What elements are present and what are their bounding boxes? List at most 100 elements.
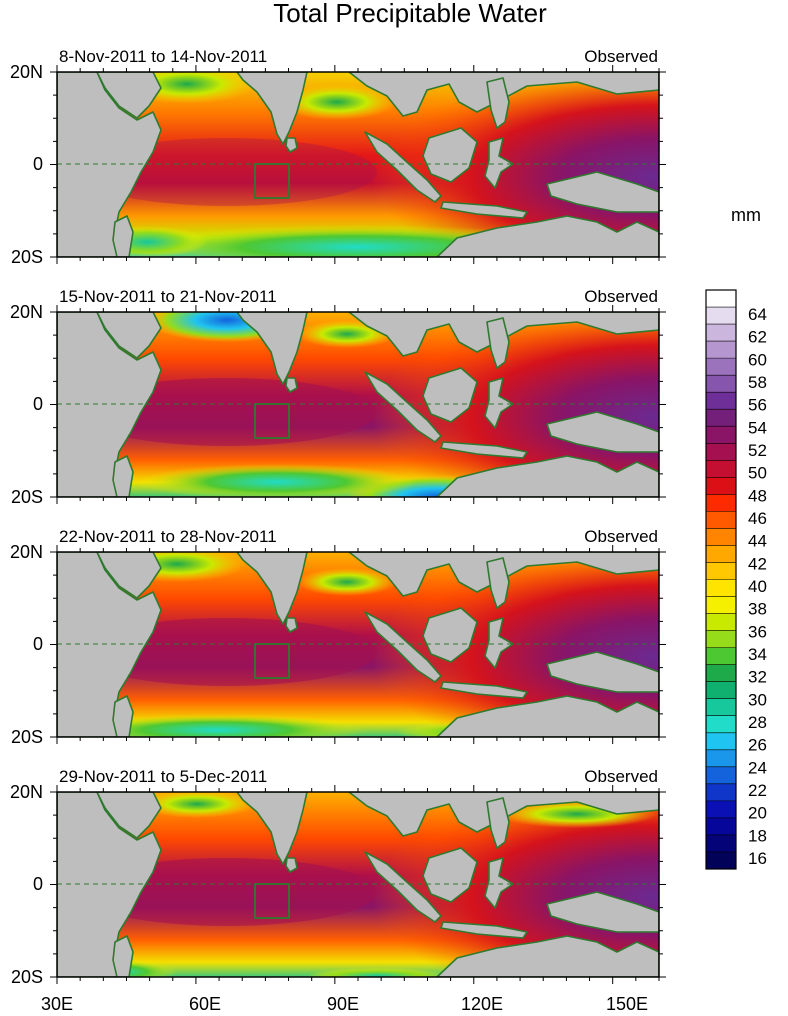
colorbar-label: 28 <box>748 713 767 732</box>
colorbar-label: 24 <box>748 758 767 777</box>
colorbar-swatch <box>706 800 736 819</box>
colorbar-label: 34 <box>748 645 767 664</box>
land-mass <box>422 127 478 183</box>
colorbar: 64 62 60 58 56 54 52 50 48 46 44 42 40 38 36 34 32 30 28 26… <box>705 289 767 870</box>
land-mass <box>236 552 308 625</box>
map-field <box>57 72 659 257</box>
colorbar-swatch <box>706 783 736 802</box>
colorbar-swatch <box>706 579 736 597</box>
land-mass <box>486 77 510 129</box>
colorbar-swatch <box>706 630 736 649</box>
colorbar-swatch <box>706 664 736 683</box>
lat-label: 0 <box>33 394 43 414</box>
region-box <box>254 883 290 919</box>
lat-label: 20N <box>10 302 43 322</box>
land-mass <box>112 695 134 737</box>
colorbar-label: 30 <box>748 690 767 709</box>
colorbar-label: 18 <box>748 826 767 845</box>
colorbar-swatch <box>706 528 736 546</box>
lon-label-150e: 150E <box>606 994 648 1014</box>
land-mass <box>440 201 528 219</box>
dry-region <box>297 568 397 596</box>
land-mass <box>422 607 478 663</box>
land-mass <box>422 847 478 903</box>
land-mass <box>436 215 659 257</box>
colorbar-swatch <box>706 375 736 393</box>
panel-tag: Observed <box>584 47 658 66</box>
colorbar-swatch <box>706 341 736 359</box>
lat-label: 20N <box>10 782 43 802</box>
land-mass <box>112 935 134 977</box>
panel-period: 15-Nov-2011 to 21-Nov-2011 <box>59 287 277 306</box>
panel-period: 22-Nov-2011 to 28-Nov-2011 <box>59 527 277 546</box>
figure-title: Total Precipitable Water <box>273 0 547 28</box>
colorbar-label: 20 <box>748 804 767 823</box>
colorbar-swatch <box>706 324 736 342</box>
lat-label: 0 <box>33 634 43 654</box>
map-field <box>57 552 659 737</box>
colorbar-label: 56 <box>748 396 767 415</box>
map-panel: 29-Nov-2011 to 5-Dec-2011 Observed 20N 0 20S <box>10 767 666 987</box>
land-mass <box>285 617 298 633</box>
lon-label-30e: 30E <box>41 994 73 1014</box>
colorbar-swatch <box>706 596 736 614</box>
lon-label-120e: 120E <box>461 994 503 1014</box>
colorbar-swatch <box>706 698 736 717</box>
land-mass <box>436 695 659 737</box>
land-mass <box>96 552 162 599</box>
land-mass <box>96 312 162 359</box>
colorbar-swatch <box>706 426 736 444</box>
colorbar-swatch <box>706 647 736 666</box>
colorbar-label: 22 <box>748 781 767 800</box>
land-mass <box>285 857 298 873</box>
colorbar-label: 42 <box>748 554 767 573</box>
colorbar-label: 48 <box>748 486 767 505</box>
map-panels: 8-Nov-2011 to 14-Nov-2011 Observed 20N 0 20S… <box>10 47 666 987</box>
dry-region <box>277 84 397 120</box>
land-mass <box>546 171 659 213</box>
land-mass <box>486 557 510 609</box>
colorbar-label: 32 <box>748 668 767 687</box>
land-mass <box>364 851 442 923</box>
region-box <box>254 643 290 679</box>
land-mass <box>285 377 298 393</box>
dry-region <box>307 968 447 977</box>
land-mass <box>546 411 659 453</box>
land-mass <box>236 312 308 385</box>
land-mass <box>546 891 659 933</box>
colorbar-label: 50 <box>748 464 767 483</box>
lat-label: 20N <box>10 542 43 562</box>
colorbar-label: 26 <box>748 736 767 755</box>
dry-region <box>137 464 417 497</box>
colorbar-swatch <box>706 817 736 836</box>
colorbar-label: 52 <box>748 441 767 460</box>
panel-tag: Observed <box>584 287 658 306</box>
colorbar-swatch <box>706 477 736 495</box>
land-mass <box>96 72 162 119</box>
lat-label: 20N <box>10 62 43 82</box>
lat-label: 0 <box>33 874 43 894</box>
colorbar-swatch <box>706 562 736 580</box>
colorbar-swatch <box>706 409 736 427</box>
land-mass <box>364 371 442 443</box>
colorbar-label: 44 <box>748 532 767 551</box>
colorbar-label: 40 <box>748 577 767 596</box>
colorbar-label: 36 <box>748 622 767 641</box>
land-mass <box>112 455 134 497</box>
lat-label: 0 <box>33 154 43 174</box>
colorbar-swatch <box>706 834 736 853</box>
map-panel: 8-Nov-2011 to 14-Nov-2011 Observed 20N 0 20S <box>10 47 666 267</box>
colorbar-label: 60 <box>748 350 767 369</box>
land-mass <box>486 797 510 849</box>
colorbar-frame <box>705 289 737 870</box>
colorbar-label: 54 <box>748 418 767 437</box>
colorbar-label: 58 <box>748 373 767 392</box>
land-mass <box>440 441 528 459</box>
land-mass <box>436 455 659 497</box>
colorbar-swatch <box>706 545 736 563</box>
colorbar-swatch <box>706 443 736 461</box>
lat-label: 20S <box>11 967 43 987</box>
colorbar-swatch <box>706 681 736 700</box>
land-mass <box>422 367 478 423</box>
